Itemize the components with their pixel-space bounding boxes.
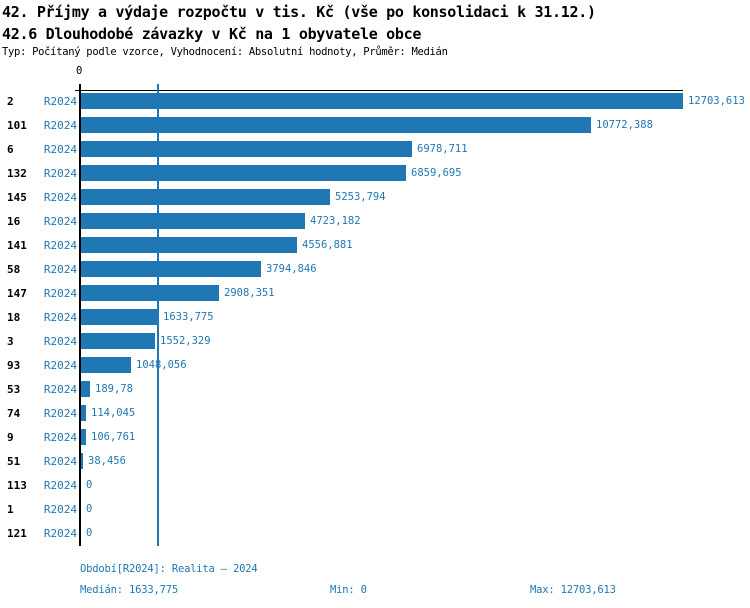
- row-id-label: 6: [7, 143, 14, 156]
- row-id-label: 16: [7, 215, 21, 228]
- footer-max-label: Max: 12703,613: [530, 584, 616, 596]
- bar-value-label: 3794,846: [266, 263, 317, 275]
- row-period-label: R2024: [43, 455, 77, 468]
- bar-value-label: 38,456: [88, 455, 126, 467]
- x-axis-tick-zero: 0: [76, 65, 83, 77]
- footer-period-label: Období[R2024]: Realita – 2024: [80, 563, 258, 575]
- bar-value-label: 5253,794: [335, 191, 386, 203]
- median-line: [157, 84, 159, 546]
- row-id-label: 93: [7, 359, 21, 372]
- row-period-label: R2024: [43, 119, 77, 132]
- row-id-label: 18: [7, 311, 21, 324]
- bar-value-label: 189,78: [95, 383, 133, 395]
- row-period-label: R2024: [43, 383, 77, 396]
- bar: [81, 285, 219, 301]
- bar: [81, 405, 86, 421]
- bar: [81, 237, 297, 253]
- row-id-label: 132: [7, 167, 27, 180]
- row-id-label: 9: [7, 431, 14, 444]
- bar-value-label: 0: [86, 527, 93, 539]
- bar: [81, 189, 330, 205]
- bar: [81, 213, 305, 229]
- page-title: 42. Příjmy a výdaje rozpočtu v tis. Kč (…: [2, 3, 596, 21]
- footer-min-label: Min: 0: [330, 584, 367, 596]
- bar-value-label: 0: [86, 479, 93, 491]
- bar-value-label: 1048,056: [136, 359, 187, 371]
- row-id-label: 145: [7, 191, 27, 204]
- bar: [81, 309, 158, 325]
- row-id-label: 74: [7, 407, 21, 420]
- bar: [81, 93, 683, 109]
- bar: [81, 357, 131, 373]
- row-id-label: 121: [7, 527, 27, 540]
- bar-value-label: 6859,695: [411, 167, 462, 179]
- row-period-label: R2024: [43, 215, 77, 228]
- row-period-label: R2024: [43, 191, 77, 204]
- row-id-label: 53: [7, 383, 21, 396]
- bar-value-label: 1633,775: [163, 311, 214, 323]
- row-period-label: R2024: [43, 431, 77, 444]
- bar: [81, 333, 155, 349]
- bar: [81, 429, 86, 445]
- bar: [81, 117, 591, 133]
- bar-value-label: 6978,711: [417, 143, 468, 155]
- row-period-label: R2024: [43, 311, 77, 324]
- bar: [81, 261, 261, 277]
- row-period-label: R2024: [43, 479, 77, 492]
- row-id-label: 141: [7, 239, 27, 252]
- row-id-label: 147: [7, 287, 27, 300]
- row-id-label: 3: [7, 335, 14, 348]
- row-id-label: 51: [7, 455, 21, 468]
- bar-value-label: 12703,613: [688, 95, 745, 107]
- row-period-label: R2024: [43, 143, 77, 156]
- row-period-label: R2024: [43, 335, 77, 348]
- bar-value-label: 0: [86, 503, 93, 515]
- row-id-label: 1: [7, 503, 14, 516]
- row-id-label: 101: [7, 119, 27, 132]
- x-axis-top-line: [75, 90, 683, 91]
- chart-subtitle: 42.6 Dlouhodobé závazky v Kč na 1 obyvat…: [2, 25, 422, 43]
- row-period-label: R2024: [43, 359, 77, 372]
- row-id-label: 58: [7, 263, 21, 276]
- chart-meta-line: Typ: Počítaný podle vzorce, Vyhodnocení:…: [2, 46, 448, 58]
- bar-value-label: 2908,351: [224, 287, 275, 299]
- row-period-label: R2024: [43, 239, 77, 252]
- bar-value-label: 114,045: [91, 407, 136, 419]
- bar: [81, 165, 406, 181]
- bar-value-label: 4556,881: [302, 239, 353, 251]
- row-period-label: R2024: [43, 503, 77, 516]
- row-period-label: R2024: [43, 287, 77, 300]
- row-period-label: R2024: [43, 95, 77, 108]
- bar-value-label: 4723,182: [310, 215, 361, 227]
- footer-median-label: Medián: 1633,775: [80, 584, 178, 596]
- row-period-label: R2024: [43, 527, 77, 540]
- y-axis-line: [79, 84, 81, 546]
- bar: [81, 453, 83, 469]
- row-period-label: R2024: [43, 263, 77, 276]
- bar-value-label: 106,761: [91, 431, 136, 443]
- row-period-label: R2024: [43, 407, 77, 420]
- bar-value-label: 1552,329: [160, 335, 211, 347]
- bar: [81, 381, 90, 397]
- row-id-label: 113: [7, 479, 27, 492]
- bar-value-label: 10772,388: [596, 119, 653, 131]
- row-period-label: R2024: [43, 167, 77, 180]
- row-id-label: 2: [7, 95, 14, 108]
- bar: [81, 141, 412, 157]
